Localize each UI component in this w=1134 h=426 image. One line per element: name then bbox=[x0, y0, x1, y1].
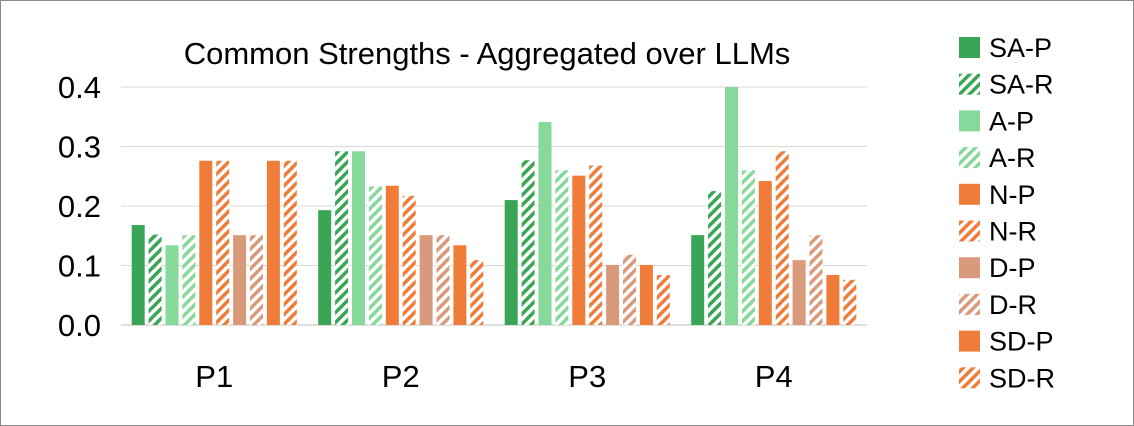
legend-label: D-P bbox=[989, 253, 1036, 283]
y-tick-label: 0.4 bbox=[58, 70, 101, 105]
bar-sd-p-p4 bbox=[826, 275, 840, 325]
legend-item-sd-p: SD-P bbox=[959, 327, 1054, 357]
bar-a-r-p3 bbox=[555, 170, 569, 325]
legend-item-sd-r: SD-R bbox=[959, 363, 1055, 393]
legend-label: D-R bbox=[989, 290, 1037, 320]
legend-label: SD-R bbox=[989, 363, 1055, 393]
bar-n-p-p4 bbox=[758, 181, 772, 325]
chart-title: Common Strengths - Aggregated over LLMs bbox=[184, 36, 791, 71]
legend-swatch bbox=[959, 73, 980, 95]
y-tick-label: 0.3 bbox=[58, 130, 101, 165]
x-axis-categories: P1 P2 P3 P4 bbox=[195, 359, 792, 394]
legend-label: SD-P bbox=[989, 327, 1054, 357]
bar-sd-p-p3 bbox=[639, 264, 653, 325]
bar-n-p-p2 bbox=[385, 185, 399, 325]
legend-swatch bbox=[959, 110, 980, 132]
legend-item-a-p: A-P bbox=[959, 106, 1034, 136]
bar-n-r-p4 bbox=[775, 151, 789, 325]
legend-item-n-p: N-P bbox=[959, 180, 1036, 210]
bar-a-p-p1 bbox=[165, 245, 179, 325]
bar-a-p-p3 bbox=[538, 122, 552, 325]
bar-d-r-p1 bbox=[250, 235, 263, 325]
bar-sa-p-p3 bbox=[504, 200, 518, 325]
bar-sa-p-p2 bbox=[318, 210, 332, 325]
legend-swatch bbox=[959, 220, 980, 242]
gridlines bbox=[121, 86, 867, 326]
legend-item-n-r: N-R bbox=[959, 217, 1037, 247]
legend-item-d-p: D-P bbox=[959, 253, 1036, 283]
bar-d-r-p3 bbox=[623, 254, 636, 325]
bar-a-r-p4 bbox=[741, 170, 755, 325]
bar-a-r-p2 bbox=[368, 186, 382, 325]
legend-swatch bbox=[959, 147, 980, 169]
legend-swatch bbox=[959, 293, 980, 315]
y-tick-label: 0.2 bbox=[58, 189, 101, 224]
legend-item-sa-r: SA-R bbox=[959, 70, 1054, 100]
y-tick-label: 0.0 bbox=[58, 308, 101, 343]
legend-label: A-P bbox=[989, 106, 1034, 136]
bar-sa-p-p4 bbox=[691, 235, 705, 325]
legend-label: SA-P bbox=[989, 33, 1052, 63]
x-category-label: P1 bbox=[195, 359, 233, 394]
legend-item-d-r: D-R bbox=[959, 290, 1037, 320]
bar-n-p-p3 bbox=[572, 175, 586, 325]
legend-label: N-R bbox=[989, 217, 1037, 247]
x-category-label: P4 bbox=[755, 359, 793, 394]
legend-label: SA-R bbox=[989, 70, 1054, 100]
bar-sd-r-p2 bbox=[470, 260, 484, 325]
legend-swatch bbox=[959, 37, 980, 58]
x-category-label: P2 bbox=[382, 359, 420, 394]
x-category-label: P3 bbox=[568, 359, 606, 394]
bar-sd-p-p1 bbox=[266, 160, 280, 325]
legend-swatch bbox=[959, 330, 980, 352]
legend-swatch bbox=[959, 367, 980, 389]
bar-n-p-p1 bbox=[199, 160, 213, 325]
bar-n-r-p2 bbox=[402, 195, 416, 325]
bar-d-p-p1 bbox=[233, 235, 247, 325]
legend-item-sa-p: SA-P bbox=[959, 33, 1052, 63]
bar-a-r-p1 bbox=[182, 235, 196, 325]
legend-item-a-r: A-R bbox=[959, 143, 1036, 173]
bar-sd-p-p2 bbox=[453, 245, 467, 325]
legend-swatch bbox=[959, 183, 980, 205]
bar-a-p-p4 bbox=[725, 87, 738, 325]
bar-sd-r-p4 bbox=[843, 279, 857, 325]
bar-sa-r-p2 bbox=[335, 151, 349, 325]
legend-label: A-R bbox=[989, 143, 1036, 173]
bar-d-r-p2 bbox=[436, 235, 450, 325]
bar-a-p-p2 bbox=[352, 151, 365, 325]
bar-n-r-p1 bbox=[216, 160, 230, 325]
legend: SA-P SA-R A-P A-R N-P N-R D-P D-R SD-P SD-R bbox=[959, 33, 1055, 393]
bar-sa-r-p1 bbox=[148, 234, 162, 325]
bar-sa-r-p3 bbox=[521, 160, 535, 325]
bar-d-p-p2 bbox=[419, 235, 433, 325]
bar-d-p-p4 bbox=[792, 260, 806, 325]
bar-sd-r-p1 bbox=[283, 160, 297, 325]
bar-n-r-p3 bbox=[589, 165, 603, 325]
bar-sd-r-p3 bbox=[656, 275, 670, 325]
legend-label: N-P bbox=[989, 180, 1036, 210]
legend-swatch bbox=[959, 257, 980, 279]
y-axis-ticks: 0.0 0.1 0.2 0.3 0.4 bbox=[58, 70, 101, 343]
bar-d-r-p4 bbox=[809, 235, 823, 325]
bar-sa-p-p1 bbox=[131, 225, 145, 325]
bar-sa-r-p4 bbox=[708, 191, 722, 325]
bar-d-p-p3 bbox=[606, 264, 620, 325]
bars bbox=[131, 87, 857, 325]
y-tick-label: 0.1 bbox=[58, 249, 101, 284]
